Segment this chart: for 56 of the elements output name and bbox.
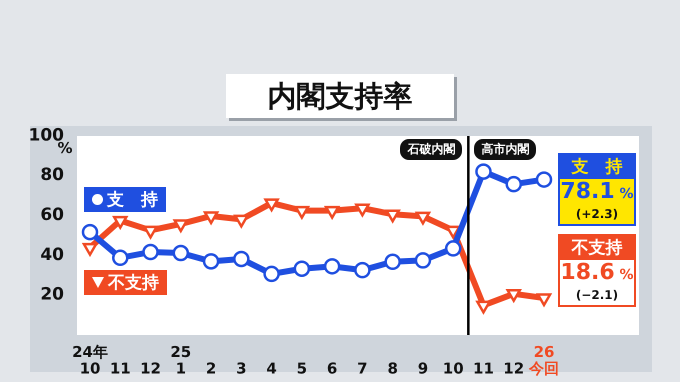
- point: [416, 212, 430, 225]
- point: [385, 209, 400, 222]
- point: [112, 216, 128, 229]
- point: [354, 262, 371, 278]
- chart-title: 内閣支持率: [226, 74, 454, 118]
- point: [202, 253, 220, 270]
- point: [172, 244, 190, 262]
- x-tick-label: 10: [442, 360, 464, 378]
- point: [414, 252, 432, 269]
- point: [264, 198, 279, 212]
- point: [324, 206, 340, 219]
- y-tick-label: 20: [40, 284, 64, 305]
- x-tick-label: 2: [206, 360, 216, 378]
- point: [294, 260, 310, 277]
- text: (−2.1): [574, 288, 620, 304]
- point: [82, 242, 98, 256]
- text: 不支持: [572, 238, 622, 258]
- point: [355, 203, 370, 216]
- point: [324, 258, 340, 275]
- point: [234, 214, 249, 228]
- data-label: 18.6 %: [560, 260, 634, 285]
- x-tick-label: 9: [418, 360, 428, 378]
- x-tick-label: 7: [357, 360, 368, 378]
- point: [384, 254, 401, 270]
- point: [204, 211, 218, 224]
- series-label: 支 持: [560, 155, 634, 179]
- text: (+2.3): [574, 207, 620, 223]
- point: [294, 206, 310, 219]
- x-tick-label: 11: [110, 360, 131, 378]
- annotation: 石破内閣: [400, 139, 462, 160]
- x-tick-label: 25 1: [170, 343, 192, 378]
- point: [444, 240, 462, 257]
- x-tick-label: 8: [387, 360, 398, 378]
- x-tick-label: 12: [503, 360, 524, 378]
- series-label: 不支持: [108, 272, 159, 294]
- data-label: 78.1 %: [560, 179, 634, 204]
- point: [82, 224, 98, 240]
- point: [263, 266, 280, 282]
- annotation: 高市内閣: [474, 139, 536, 160]
- y-tick-label: 80: [40, 165, 64, 186]
- x-tick-label: 24年 10: [72, 343, 108, 378]
- text: 支 持: [107, 190, 158, 210]
- point: [233, 250, 250, 268]
- x-tick-label: 5: [296, 360, 308, 378]
- x-tick-label: 26 今回: [528, 343, 559, 378]
- x-tick-label: 12: [140, 360, 161, 378]
- y-tick-label: 60: [40, 205, 64, 226]
- x-tick-label: 4: [266, 360, 277, 378]
- point: [173, 219, 188, 232]
- point: [112, 250, 129, 266]
- point: [143, 226, 158, 239]
- x-tick-label: 3: [236, 360, 247, 378]
- y-tick-label: 40: [40, 244, 64, 265]
- x-tick-label: 11: [473, 360, 494, 378]
- x-tick-label: 6: [326, 360, 338, 378]
- point: [142, 244, 159, 260]
